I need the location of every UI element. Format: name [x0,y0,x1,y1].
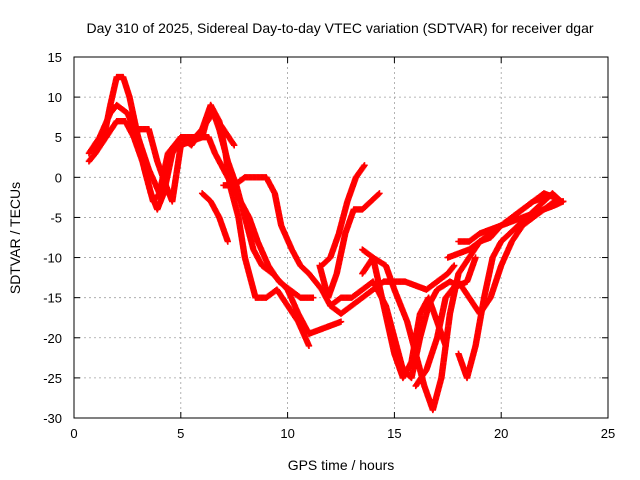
data-point [310,294,317,301]
y-tick-label: 0 [55,170,62,185]
data-point [472,254,479,261]
y-axis-label: SDTVAR / TECUs [7,182,23,294]
data-markers [85,73,567,414]
data-point [451,262,458,269]
plot-frame [73,56,609,419]
data-point [231,142,238,149]
data-point [375,191,382,198]
x-axis-label: GPS time / hours [288,457,395,473]
x-tick-label: 0 [70,426,77,441]
data-point [540,194,548,201]
data-point [450,263,457,270]
y-tick-label: -10 [43,251,62,266]
y-tick-label: -20 [43,331,62,346]
y-tick-label: 10 [48,90,62,105]
data-point [376,190,383,197]
grid-lines [74,57,608,418]
y-tick-label: -30 [43,411,62,426]
x-tick-label: 25 [601,426,615,441]
y-tick-label: -5 [50,210,62,225]
data-point [556,197,564,204]
y-tick-label: -25 [43,371,62,386]
y-tick-label: 15 [48,50,62,65]
data-point [224,238,231,245]
data-point [557,198,565,205]
axis-ticks: 0 5 10 15 20 25 -30 -25 -20 -15 -10 -5 0 5 10 15 [43,50,615,441]
x-tick-label: 5 [177,426,184,441]
x-tick-label: 20 [494,426,508,441]
chart-title: Day 310 of 2025, Sidereal Day-to-day VTE… [86,20,593,36]
y-tick-label: 5 [55,130,62,145]
y-tick-label: -15 [43,291,62,306]
data-point [337,318,345,325]
x-tick-label: 15 [387,426,401,441]
data-point [361,162,368,169]
data-point [305,342,313,349]
x-tick-label: 10 [280,426,294,441]
